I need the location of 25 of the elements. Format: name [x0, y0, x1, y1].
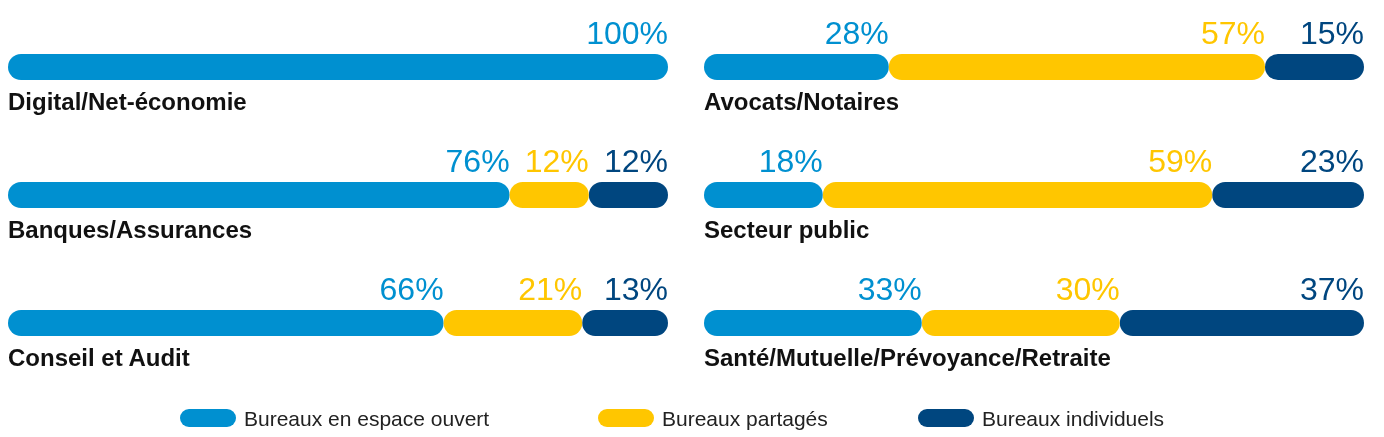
- data-label: 12%: [603, 143, 668, 179]
- data-label: 12%: [524, 143, 589, 179]
- legend-label: Bureaux individuels: [982, 407, 1165, 430]
- data-label: 66%: [379, 271, 444, 307]
- y-tick-label: Conseil et Audit: [8, 344, 190, 371]
- data-label: 37%: [1299, 271, 1364, 307]
- data-label: 18%: [758, 143, 823, 179]
- data-label: 23%: [1299, 143, 1364, 179]
- y-tick-label: Santé/Mutuelle/Prévoyance/Retraite: [704, 344, 1111, 371]
- data-label: 28%: [824, 15, 889, 51]
- legend-label: Bureaux en espace ouvert: [244, 407, 490, 430]
- data-label: 30%: [1055, 271, 1120, 307]
- y-tick-label: Secteur public: [704, 216, 870, 243]
- data-label: 57%: [1200, 15, 1265, 51]
- data-label: 33%: [857, 271, 922, 307]
- data-label: 21%: [518, 271, 583, 307]
- y-tick-label: Banques/Assurances: [8, 216, 253, 243]
- data-label: 100%: [586, 15, 668, 51]
- y-tick-label: Avocats/Notaires: [704, 88, 900, 115]
- data-label: 76%: [445, 143, 510, 179]
- data-label: 13%: [603, 271, 668, 307]
- data-label: 15%: [1299, 15, 1364, 51]
- legend-label: Bureaux partagés: [662, 407, 828, 430]
- y-tick-label: Digital/Net-économie: [8, 88, 247, 115]
- data-label: 59%: [1148, 143, 1213, 179]
